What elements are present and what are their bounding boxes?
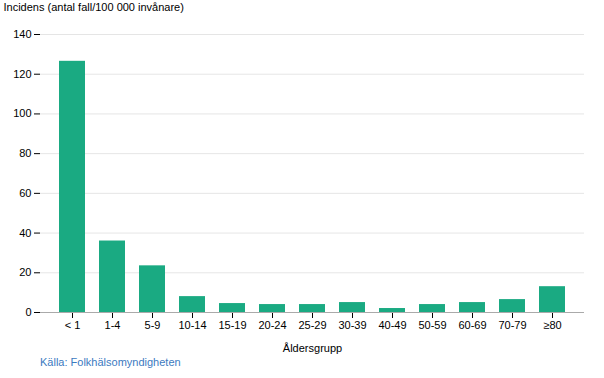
svg-text:25-29: 25-29	[298, 319, 326, 331]
svg-text:60-69: 60-69	[458, 319, 486, 331]
svg-text:100: 100	[13, 107, 31, 119]
svg-text:15-19: 15-19	[218, 319, 246, 331]
svg-text:0: 0	[25, 306, 31, 318]
svg-text:Åldersgrupp: Åldersgrupp	[283, 342, 342, 354]
html-text:Källa: Folkhälsomyndigheten: Källa: Folkhälsomyndigheten	[40, 356, 181, 368]
svg-text:20-24: 20-24	[258, 319, 286, 331]
svg-text:≥80: ≥80	[543, 319, 561, 331]
svg-text:< 1: < 1	[65, 319, 81, 331]
svg-text:70-79: 70-79	[498, 319, 526, 331]
svg-text:120: 120	[13, 68, 31, 80]
svg-text:50-59: 50-59	[418, 319, 446, 331]
svg-text:60: 60	[19, 187, 31, 199]
svg-text:1-4: 1-4	[105, 319, 121, 331]
svg-text:140: 140	[13, 28, 31, 40]
svg-text:20: 20	[19, 266, 31, 278]
svg-text:30-39: 30-39	[338, 319, 366, 331]
svg-text:10-14: 10-14	[178, 319, 206, 331]
svg-text:80: 80	[19, 147, 31, 159]
svg-text:5-9: 5-9	[145, 319, 161, 331]
svg-text:40-49: 40-49	[378, 319, 406, 331]
svg-text:40: 40	[19, 227, 31, 239]
svg-text:Incidens (antal fall/100 000 i: Incidens (antal fall/100 000 invånare)	[4, 1, 184, 13]
